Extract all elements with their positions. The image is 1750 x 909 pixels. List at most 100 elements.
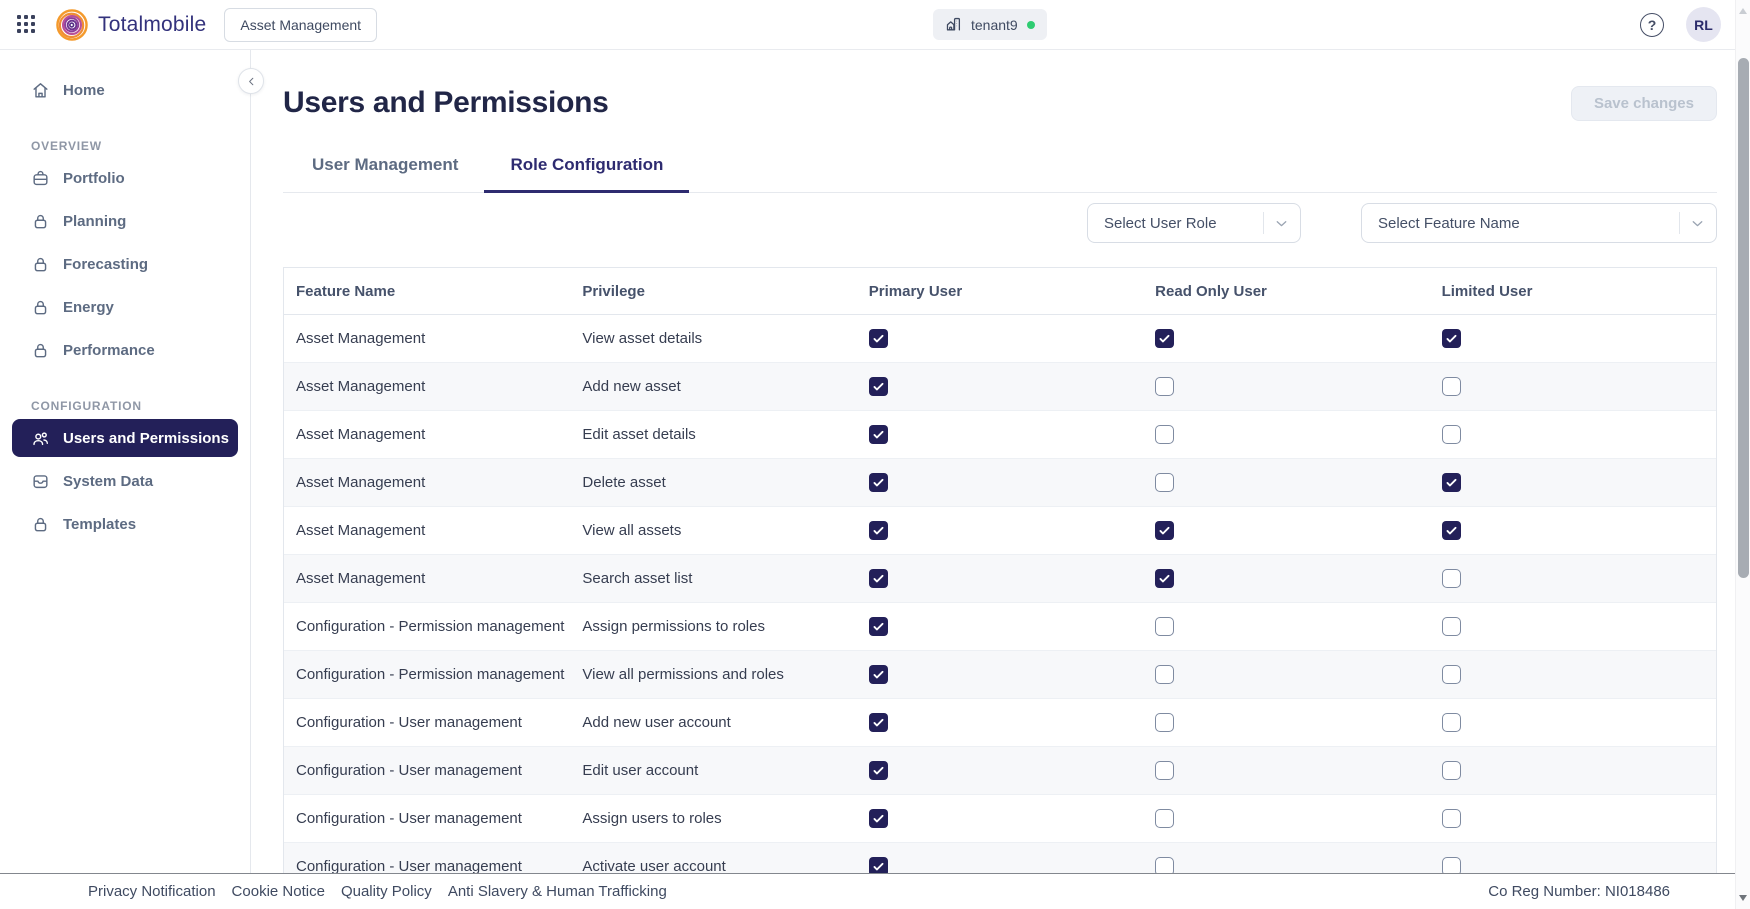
permission-checkbox[interactable]	[1441, 617, 1461, 636]
sidebar-section-label: OVERVIEW	[31, 139, 102, 153]
permission-checkbox[interactable]	[868, 761, 888, 780]
building-icon	[945, 16, 962, 33]
brand-logo[interactable]: Totalmobile	[55, 8, 206, 42]
permission-checkbox[interactable]	[868, 473, 888, 492]
column-header-privilege: Privilege	[582, 282, 645, 300]
table-row: Asset Management View all assets	[284, 507, 1716, 555]
sidebar-item-system-data[interactable]: System Data	[12, 462, 238, 500]
privilege-cell: Delete asset	[582, 474, 666, 491]
footer-link-privacy-notification[interactable]: Privacy Notification	[88, 883, 216, 900]
select-select-user-role[interactable]: Select User Role	[1087, 203, 1301, 243]
permission-checkbox[interactable]	[1155, 473, 1175, 492]
sidebar-item-label: System Data	[63, 472, 154, 490]
apps-grid-icon[interactable]	[17, 14, 37, 35]
tenant-status-dot	[1026, 20, 1035, 29]
scrollbar-up-arrow-icon[interactable]	[1739, 8, 1747, 14]
permission-checkbox[interactable]	[1441, 809, 1461, 828]
permission-checkbox[interactable]	[1441, 569, 1461, 588]
permission-checkbox[interactable]	[1155, 809, 1175, 828]
totalmobile-logo-icon	[55, 8, 89, 42]
permission-checkbox[interactable]	[1441, 521, 1461, 540]
permission-checkbox[interactable]	[868, 569, 888, 588]
sidebar-item-users-and-permissions[interactable]: Users and Permissions	[12, 419, 238, 457]
footer-link-quality-policy[interactable]: Quality Policy	[340, 883, 432, 900]
sidebar-collapse-button[interactable]	[238, 68, 264, 94]
column-header-limited-user: Limited User	[1441, 282, 1533, 300]
permission-checkbox[interactable]	[1441, 761, 1461, 780]
select-divider	[1263, 212, 1264, 234]
read-only-user-cell	[1143, 425, 1429, 444]
chevron-down-icon	[1689, 215, 1706, 232]
permissions-table: Feature Name Privilege Primary User Read On…	[283, 267, 1717, 873]
brand-name: Totalmobile	[98, 12, 207, 36]
read-only-user-cell	[1143, 809, 1429, 828]
permission-checkbox[interactable]	[868, 617, 888, 636]
save-changes-button[interactable]: Save changes	[1570, 86, 1717, 121]
permission-checkbox[interactable]	[868, 665, 888, 684]
chevron-down-icon	[1273, 215, 1290, 232]
read-only-user-cell	[1143, 617, 1429, 636]
permission-checkbox[interactable]	[1155, 569, 1175, 588]
footer-link-anti-slavery-human-trafficking[interactable]: Anti Slavery & Human Trafficking	[447, 883, 667, 900]
permission-checkbox[interactable]	[1155, 377, 1175, 396]
permission-checkbox[interactable]	[1155, 665, 1175, 684]
permission-checkbox[interactable]	[868, 521, 888, 540]
permission-checkbox[interactable]	[1441, 665, 1461, 684]
help-icon[interactable]: ?	[1640, 12, 1664, 37]
read-only-user-cell	[1143, 521, 1429, 540]
avatar[interactable]: RL	[1686, 7, 1721, 42]
permission-checkbox[interactable]	[1441, 329, 1461, 348]
sidebar-item-label: Forecasting	[63, 255, 149, 273]
limited-user-cell	[1430, 329, 1716, 348]
permission-checkbox[interactable]	[1155, 329, 1175, 348]
permission-checkbox[interactable]	[868, 329, 888, 348]
permission-checkbox[interactable]	[1155, 713, 1175, 732]
primary-user-cell	[857, 521, 1143, 540]
limited-user-cell	[1430, 377, 1716, 396]
select-select-feature-name[interactable]: Select Feature Name	[1361, 203, 1717, 243]
permission-checkbox[interactable]	[1155, 761, 1175, 780]
top-bar: Totalmobile Asset Management tenant9 ? R…	[0, 0, 1750, 50]
limited-user-cell	[1430, 809, 1716, 828]
sidebar-item-label: Users and Permissions	[63, 429, 229, 447]
scrollbar-thumb[interactable]	[1738, 58, 1749, 578]
sidebar-item-planning[interactable]: Planning	[12, 202, 238, 240]
tab-role-configuration[interactable]: Role Configuration	[484, 155, 690, 193]
tenant-switcher[interactable]: tenant9	[933, 9, 1047, 40]
permission-checkbox[interactable]	[868, 713, 888, 732]
primary-user-cell	[857, 809, 1143, 828]
product-badge[interactable]: Asset Management	[224, 7, 378, 42]
scrollbar-down-arrow-icon[interactable]	[1739, 895, 1747, 901]
select-divider	[1679, 212, 1680, 234]
vertical-scrollbar[interactable]	[1735, 0, 1750, 909]
permission-checkbox[interactable]	[1441, 377, 1461, 396]
permission-checkbox[interactable]	[1441, 425, 1461, 444]
permission-checkbox[interactable]	[1441, 713, 1461, 732]
sidebar-item-performance[interactable]: Performance	[12, 331, 238, 369]
permission-checkbox[interactable]	[1155, 617, 1175, 636]
permission-checkbox[interactable]	[868, 377, 888, 396]
feature-name-cell: Configuration - Permission management	[296, 618, 565, 635]
permission-checkbox[interactable]	[1155, 857, 1175, 873]
table-row: Asset Management Delete asset	[284, 459, 1716, 507]
primary-user-cell	[857, 665, 1143, 684]
permission-checkbox[interactable]	[868, 809, 888, 828]
permission-checkbox[interactable]	[1155, 425, 1175, 444]
sidebar-item-home[interactable]: Home	[12, 71, 238, 109]
permission-checkbox[interactable]	[1155, 521, 1175, 540]
sidebar-item-portfolio[interactable]: Portfolio	[12, 159, 238, 197]
sidebar-item-energy[interactable]: Energy	[12, 288, 238, 326]
table-row: Configuration - User management Assign us…	[284, 795, 1716, 843]
sidebar-item-forecasting[interactable]: Forecasting	[12, 245, 238, 283]
permission-checkbox[interactable]	[1441, 473, 1461, 492]
permission-checkbox[interactable]	[868, 857, 888, 873]
limited-user-cell	[1430, 569, 1716, 588]
permission-checkbox[interactable]	[868, 425, 888, 444]
footer-link-cookie-notice[interactable]: Cookie Notice	[231, 883, 325, 900]
primary-user-cell	[857, 761, 1143, 780]
sidebar-item-templates[interactable]: Templates	[12, 505, 238, 543]
primary-user-cell	[857, 425, 1143, 444]
privilege-cell: View asset details	[582, 330, 703, 347]
permission-checkbox[interactable]	[1441, 857, 1461, 873]
tab-user-management[interactable]: User Management	[312, 155, 459, 174]
